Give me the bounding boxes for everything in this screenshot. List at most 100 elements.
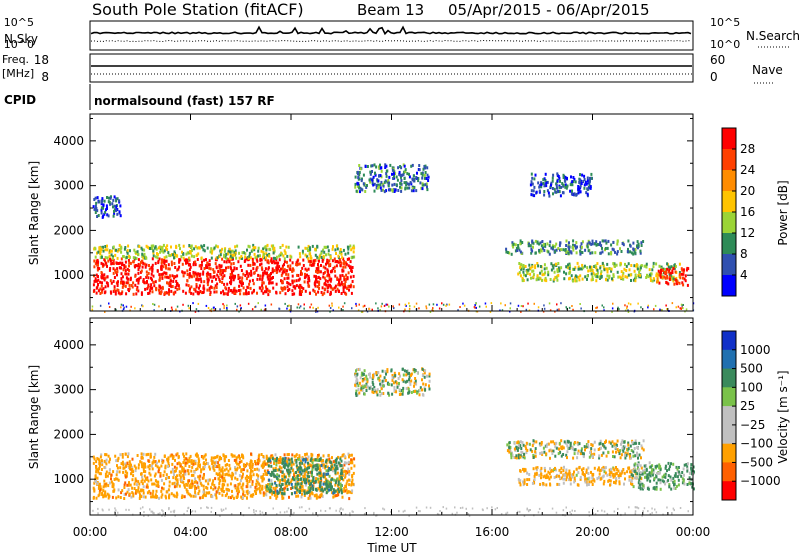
power-cell [308,276,310,280]
velocity-cell [317,480,320,484]
power-cell [115,205,118,209]
power-cell [415,189,418,193]
power-cell [176,274,179,278]
velocity-cell [598,456,601,460]
velocity-cell [268,490,271,494]
power-cell [321,293,324,297]
velocity-cell [308,475,310,479]
velocity-cell [355,369,357,373]
velocity-cell [627,447,630,451]
power-panel-frame [89,113,694,312]
velocity-cell [257,462,260,466]
velocity-cell [339,482,342,486]
power-cell [599,266,602,270]
power-cell [158,257,161,261]
velocity-cell [534,472,537,476]
power-cell [282,287,284,291]
power-noise-cell [329,307,332,309]
velocity-cell [360,373,363,377]
power-cell [562,183,565,187]
velocity-cell [328,467,331,470]
power-cell [584,275,587,279]
power-cell [586,176,589,180]
velocity-cell [182,461,185,465]
power-cell [146,287,149,291]
power-cell [550,181,553,185]
velocity-cell [387,391,390,395]
power-cell [318,286,320,290]
velocity-cell [562,469,565,473]
velocity-cell [508,441,511,445]
power-cell [684,274,687,278]
velocity-cell [308,483,311,487]
power-cell [382,182,384,186]
power-cell [536,274,539,278]
power-cell [589,251,592,255]
power-cell [162,243,165,247]
velocity-cell [388,393,391,397]
velocity-cell [296,480,299,484]
velocity-cell [424,369,427,373]
velocity-cell [332,491,335,495]
power-cell [163,261,166,264]
power-cell [334,289,337,293]
power-cell [615,263,618,267]
velocity-cell [222,490,225,493]
velocity-cell [362,372,365,376]
velocity-cell [218,471,221,475]
velocity-cell [161,493,164,497]
power-noise-cell [284,302,286,305]
velocity-cell [188,456,191,460]
power-cell [426,166,429,170]
power-cell [332,267,335,270]
power-cell [276,264,279,268]
velocity-cell [184,469,187,473]
velocity-cell [386,368,389,372]
velocity-cell [401,378,404,382]
power-cell [577,267,580,271]
power-cell [652,265,655,269]
velocity-cell [218,482,221,486]
power-cell [116,212,119,216]
velocity-cell [179,464,182,468]
power-cell [344,252,347,256]
power-cell [265,256,268,260]
power-cell [361,177,363,181]
power-cell [374,173,377,177]
power-cell [229,276,231,280]
velocity-cell [522,443,525,447]
velocity-cell [297,470,300,473]
power-noise-cell [462,302,464,305]
power-cell [392,177,395,180]
power-cell [561,182,564,185]
power-cell [562,248,565,252]
power-cell [198,272,201,276]
power-cell [607,252,610,256]
power-cell [680,272,683,276]
power-noise-cell [627,309,629,312]
power-cell [124,269,127,273]
velocity-cell [249,485,252,489]
power-cell [161,276,164,280]
velocity-cell [266,487,269,491]
velocity-cell [525,447,528,451]
power-cell [109,279,112,283]
velocity-cell [580,447,583,451]
power-cell [96,268,99,272]
velocity-cell [104,475,107,479]
power-cell [297,262,299,266]
power-cell [350,248,353,252]
velocity-cell [256,480,259,484]
velocity-cell [112,485,115,489]
velocity-cell [299,470,302,474]
velocity-cell [382,392,385,395]
power-cell [285,269,288,273]
power-cell [345,277,347,281]
velocity-cell [161,486,163,490]
power-cell [655,274,658,278]
power-cell [111,202,114,206]
power-cell [134,256,137,260]
velocity-cell [191,484,194,488]
velocity-cell [148,471,151,475]
power-cell [238,251,241,255]
